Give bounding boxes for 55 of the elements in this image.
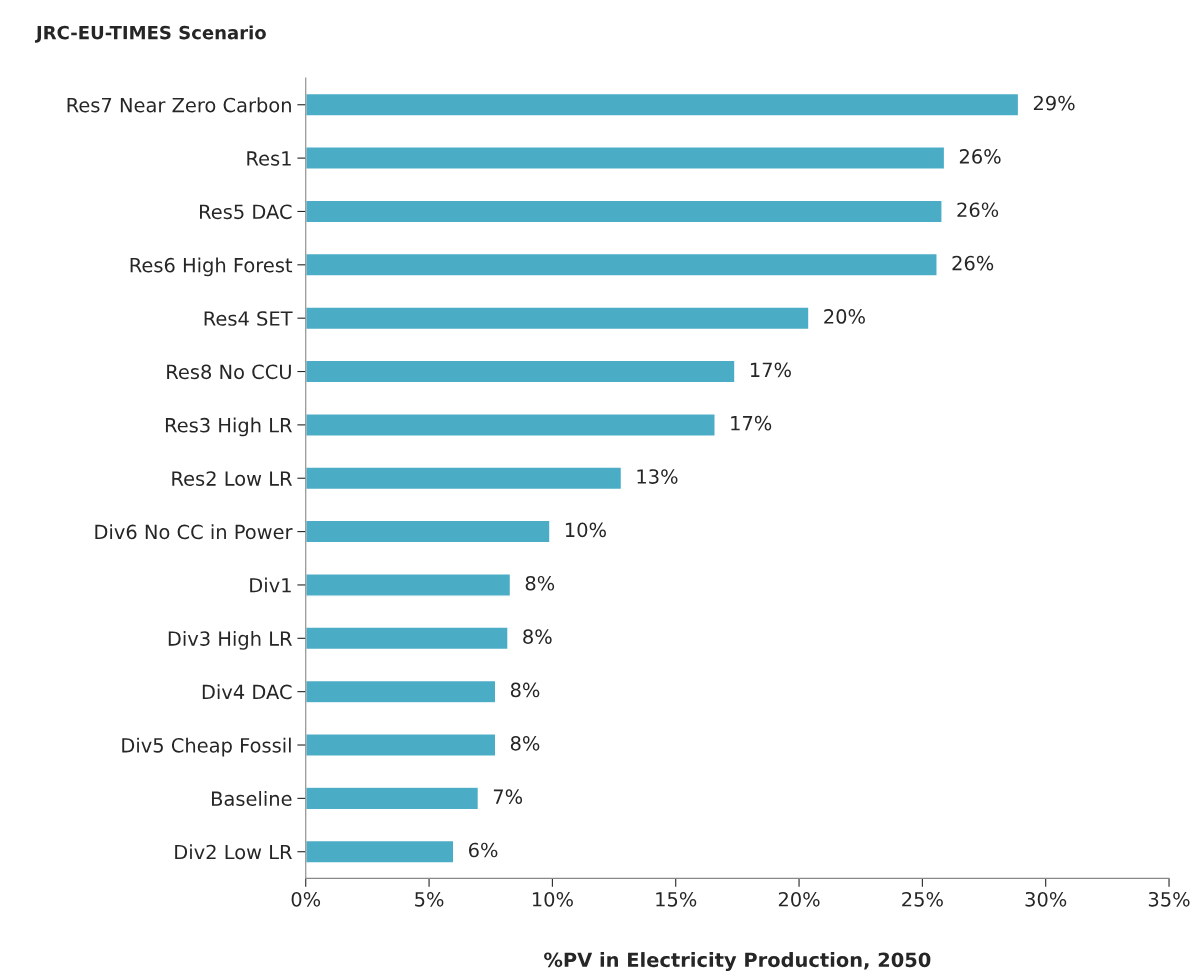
bar [305, 466, 623, 491]
bar [305, 146, 946, 171]
x-tick-label: 10% [532, 891, 573, 907]
data-label: 8% [523, 629, 552, 644]
bar [305, 573, 512, 597]
data-label: 10% [565, 522, 606, 538]
x-tick-label: 0% [291, 891, 321, 907]
data-label: 17% [731, 415, 772, 431]
bar [305, 252, 938, 277]
y-tick-label: Div4 DAC [202, 684, 292, 700]
y-tick-label: Res4 SET [204, 311, 293, 326]
data-label: 26% [952, 255, 994, 271]
data-label: 6% [468, 842, 498, 858]
data-label: 8% [510, 682, 540, 698]
x-tick-label: 20% [778, 891, 820, 907]
y-tick-label: Res5 DAC [200, 204, 292, 220]
y-tick-label: Res6 High Forest [130, 257, 293, 277]
bar [305, 519, 551, 544]
x-tick-label: 15% [656, 891, 697, 907]
data-label: 8% [510, 735, 540, 751]
data-label: 8% [525, 575, 555, 591]
y-tick-label: Res1 [247, 151, 291, 166]
y-tick-label: Res8 No CCU [167, 364, 291, 380]
x-tick-label: 35% [1148, 891, 1190, 907]
y-tick-label: Res2 Low LR [172, 471, 292, 486]
y-tick-label: Div2 Low LR [175, 844, 292, 860]
bar [305, 359, 736, 384]
bar [305, 199, 943, 224]
x-tick-label: 25% [902, 891, 943, 907]
bar [305, 92, 1020, 117]
bar [305, 306, 810, 331]
y-tick-label: Div3 High LR [168, 630, 292, 650]
data-label: 7% [493, 789, 523, 805]
y-tick-label: Baseline [212, 790, 292, 807]
x-tick-label: 5% [415, 891, 444, 907]
data-label: 20% [824, 309, 865, 324]
y-tick-label: Res3 High LR [165, 417, 292, 437]
data-label: 29% [1033, 95, 1075, 111]
y-tick-label: Res7 Near Zero Carbon [67, 97, 291, 113]
bar [305, 786, 480, 811]
y-tick-label: Div5 Cheap Fossil [122, 737, 291, 757]
data-label: 17% [750, 362, 791, 378]
bar [305, 839, 455, 864]
bar [305, 626, 509, 651]
data-label: 13% [637, 469, 678, 484]
text: JRC-EU-TIMES Scenario [34, 25, 266, 43]
bar [305, 412, 716, 437]
data-label: 26% [957, 202, 999, 218]
y-tick-label: Div6 No CC in Power [95, 524, 293, 540]
y-tick-label: Div1 [250, 577, 291, 593]
bar [305, 679, 497, 704]
bar [305, 733, 497, 757]
x-tick-label: 30% [1025, 891, 1067, 907]
x-axis-title: %PV in Electricity Production, 2050 [544, 952, 931, 972]
data-label: 26% [959, 149, 1001, 164]
